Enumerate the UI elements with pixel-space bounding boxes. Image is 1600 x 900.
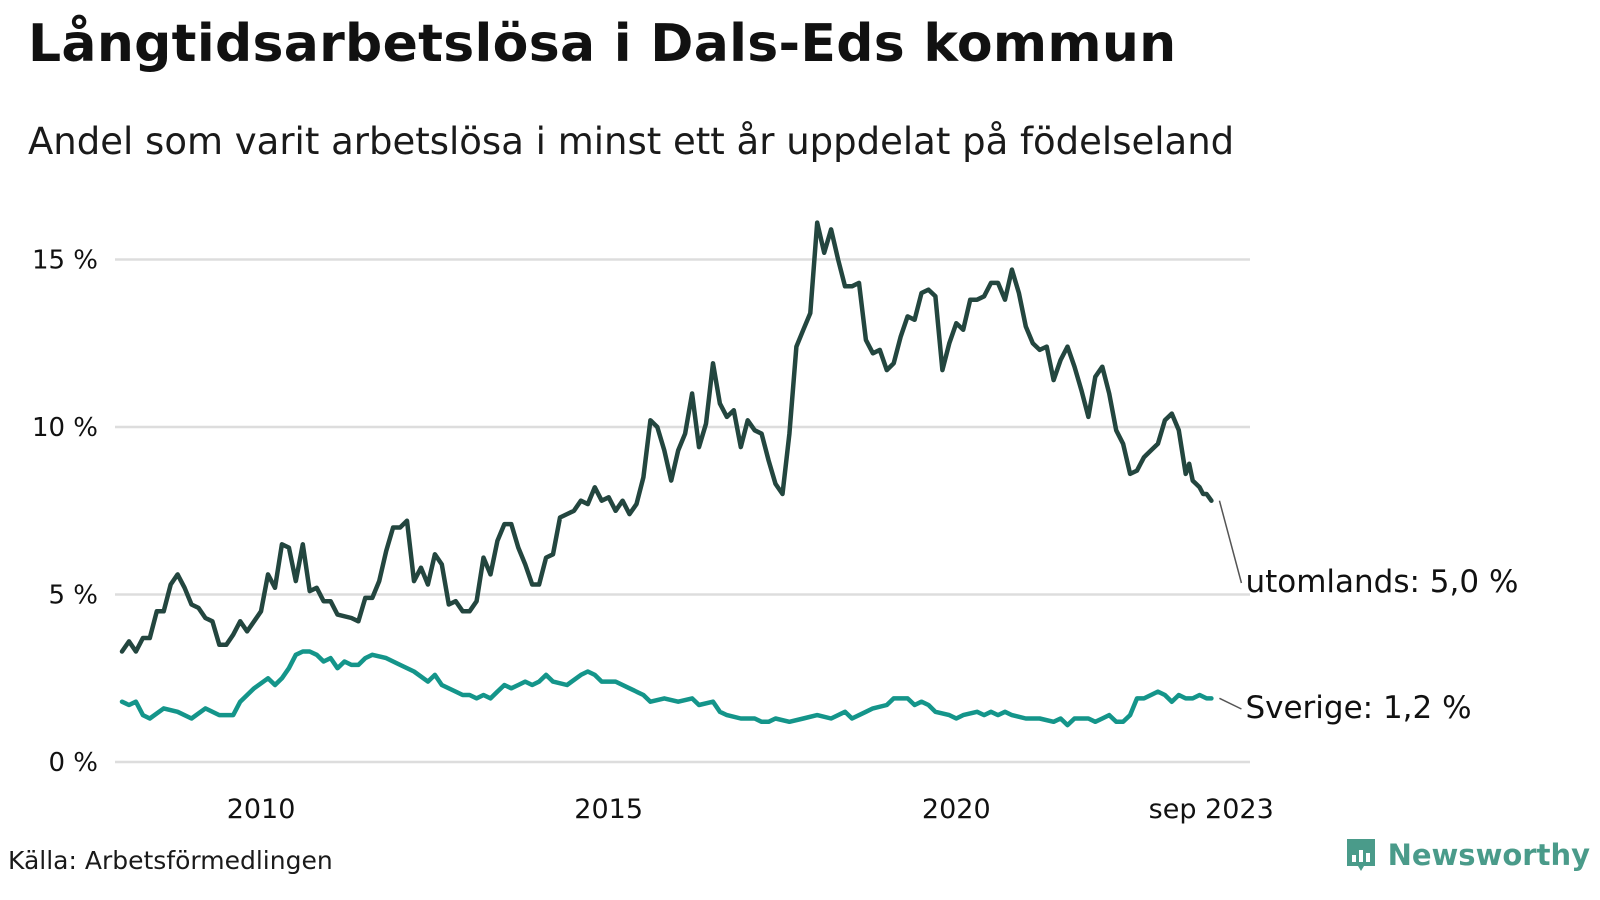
- y-tick-label: 5 %: [48, 581, 98, 611]
- y-axis-labels: 0 % 5 % 10 % 15 %: [32, 246, 98, 779]
- chart-subtitle: Andel som varit arbetslösa i minst ett å…: [28, 120, 1235, 163]
- series-line-utomlands: [119, 220, 1214, 654]
- x-tick-label: 2020: [922, 794, 991, 825]
- series-line-sverige: [119, 649, 1214, 728]
- end-label-leader: [1218, 500, 1243, 584]
- gridlines: [115, 258, 1250, 764]
- end-label-leader: [1219, 697, 1242, 710]
- series-lines: [119, 220, 1214, 728]
- newsworthy-logo-icon: [1346, 839, 1375, 871]
- x-axis-labels: 2010 2015 2020 sep 2023: [227, 794, 1274, 825]
- chart-title: Långtidsarbetslösa i Dals-Eds kommun: [28, 14, 1177, 74]
- x-tick-label: 2015: [574, 794, 643, 825]
- y-tick-label: 0 %: [48, 748, 98, 778]
- brand-name: Newsworthy: [1387, 838, 1590, 872]
- y-tick-label: 15 %: [32, 246, 98, 276]
- series-end-labels: utomlands: 5,0 % Sverige: 1,2 %: [1218, 500, 1518, 726]
- brand-logo: Newsworthy: [1344, 836, 1590, 874]
- end-label-sverige: Sverige: 1,2 %: [1245, 690, 1471, 726]
- end-label-utomlands: utomlands: 5,0 %: [1245, 564, 1518, 600]
- x-tick-label: 2010: [227, 794, 296, 825]
- source-note: Källa: Arbetsförmedlingen: [8, 846, 333, 875]
- y-tick-label: 10 %: [32, 413, 98, 443]
- line-chart: 0 % 5 % 10 % 15 % 2010 2015 2020 sep 2023 utom…: [32, 220, 1518, 825]
- x-tick-label: sep 2023: [1149, 794, 1274, 825]
